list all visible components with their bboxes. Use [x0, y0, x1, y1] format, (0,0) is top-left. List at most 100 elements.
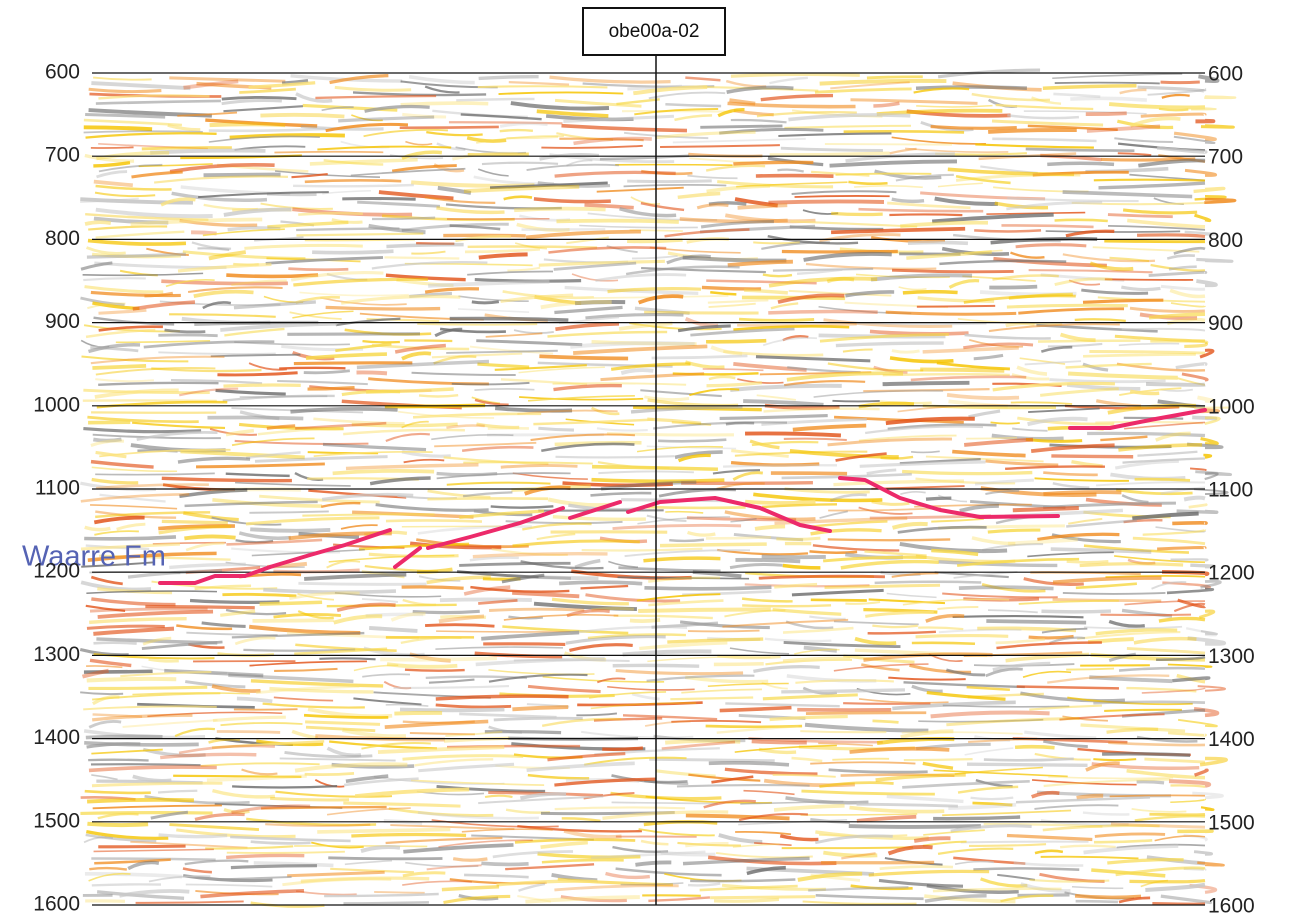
seismic-trace — [88, 760, 148, 761]
seismic-trace — [1195, 121, 1213, 122]
seismic-trace — [288, 269, 348, 270]
y-tick-label-right: 1200 — [1208, 562, 1255, 585]
seismic-trace — [867, 77, 923, 78]
seismic-trace — [1038, 341, 1140, 342]
seismic-trace — [612, 802, 718, 803]
seismic-trace — [771, 473, 847, 474]
seismic-trace — [159, 835, 228, 837]
y-tick-label-right: 600 — [1208, 63, 1243, 86]
seismic-trace — [384, 257, 459, 258]
seismic-trace — [825, 144, 952, 145]
seismic-trace — [223, 385, 300, 386]
seismic-trace — [742, 605, 831, 606]
seismic-trace — [1137, 235, 1205, 237]
seismic-trace — [293, 185, 414, 186]
y-tick-label-left: 1500 — [33, 809, 80, 832]
seismic-trace — [806, 713, 926, 714]
seismic-trace — [709, 763, 789, 765]
y-tick-label-right: 1100 — [1208, 479, 1253, 502]
seismic-trace — [351, 834, 466, 836]
seismic-trace — [1161, 82, 1200, 83]
seismic-trace — [1075, 896, 1141, 898]
seismic-trace — [489, 609, 584, 610]
seismic-trace — [739, 319, 814, 320]
seismic-trace — [714, 664, 764, 665]
seismic-trace — [357, 372, 387, 373]
seismic-trace — [80, 813, 212, 814]
seismic-trace — [1102, 754, 1190, 755]
seismic-trace — [93, 643, 136, 644]
seismic-trace — [706, 341, 766, 342]
seismic-trace — [658, 440, 726, 442]
seismic-trace — [190, 600, 279, 602]
seismic-trace — [961, 842, 1089, 843]
seismic-trace — [733, 162, 813, 164]
seismic-trace — [735, 560, 800, 562]
seismic-trace — [279, 368, 345, 369]
seismic-trace — [86, 736, 163, 737]
seismic-trace — [756, 176, 834, 177]
seismic-trace — [260, 115, 344, 117]
seismic-trace — [273, 570, 359, 572]
seismic-trace — [770, 153, 890, 155]
seismic-trace — [745, 502, 815, 503]
seismic-trace — [795, 196, 890, 197]
seismic-trace — [738, 205, 788, 208]
seismic-trace — [1093, 759, 1136, 760]
seismic-trace — [615, 165, 732, 166]
seismic-trace — [912, 643, 975, 644]
seismic-trace — [1201, 126, 1233, 127]
seismic-trace — [752, 741, 807, 742]
seismic-trace — [1001, 225, 1093, 227]
seismic-trace — [91, 147, 134, 148]
seismic-trace — [1172, 523, 1206, 524]
y-tick-label-left: 900 — [45, 310, 80, 333]
seismic-trace — [425, 625, 494, 626]
seismic-trace — [294, 846, 427, 847]
seismic-trace — [926, 498, 951, 499]
y-tick-label-left: 800 — [45, 227, 80, 250]
seismic-trace — [453, 859, 487, 861]
seismic-trace — [984, 759, 1074, 761]
seismic-trace — [158, 335, 217, 336]
y-tick-label-right: 900 — [1208, 312, 1243, 335]
seismic-trace — [1080, 564, 1183, 566]
seismic-trace — [270, 798, 349, 800]
seismic-trace — [222, 594, 296, 596]
seismic-trace — [305, 180, 401, 182]
seismic-trace — [232, 786, 337, 787]
seismic-trace — [832, 401, 879, 402]
seismic-trace — [988, 130, 1077, 132]
seismic-trace — [916, 636, 1009, 637]
seismic-trace — [644, 587, 771, 589]
seismic-trace — [1043, 492, 1121, 494]
seismic-trace — [811, 600, 867, 601]
seismic-trace — [91, 764, 201, 765]
seismic-trace — [889, 214, 962, 215]
seismic-trace — [627, 181, 712, 182]
seismic-trace — [967, 764, 1088, 765]
seismic-trace — [1041, 611, 1110, 612]
seismic-trace — [326, 307, 441, 309]
seismic-trace — [602, 748, 643, 749]
y-tick-label-left: 1000 — [33, 393, 80, 416]
y-tick-label-right: 1000 — [1208, 395, 1255, 418]
seismic-trace — [1067, 561, 1109, 562]
y-tick-label-right: 1500 — [1208, 811, 1255, 834]
seismic-trace — [931, 127, 1017, 129]
y-tick-label-right: 800 — [1208, 229, 1243, 252]
seismic-trace — [1051, 456, 1133, 457]
seismic-trace — [436, 631, 570, 632]
seismic-trace — [700, 126, 782, 127]
seismic-trace — [380, 658, 497, 659]
y-tick-label-left: 600 — [45, 61, 80, 84]
seismic-trace — [456, 99, 534, 100]
seismic-trace — [226, 855, 304, 857]
seismic-trace — [207, 417, 303, 418]
seismic-trace — [479, 77, 539, 79]
seismic-trace — [1157, 548, 1205, 549]
seismic-trace — [210, 124, 286, 125]
seismic-trace — [1077, 796, 1104, 798]
seismic-trace — [162, 521, 228, 522]
seismic-trace — [644, 312, 758, 313]
